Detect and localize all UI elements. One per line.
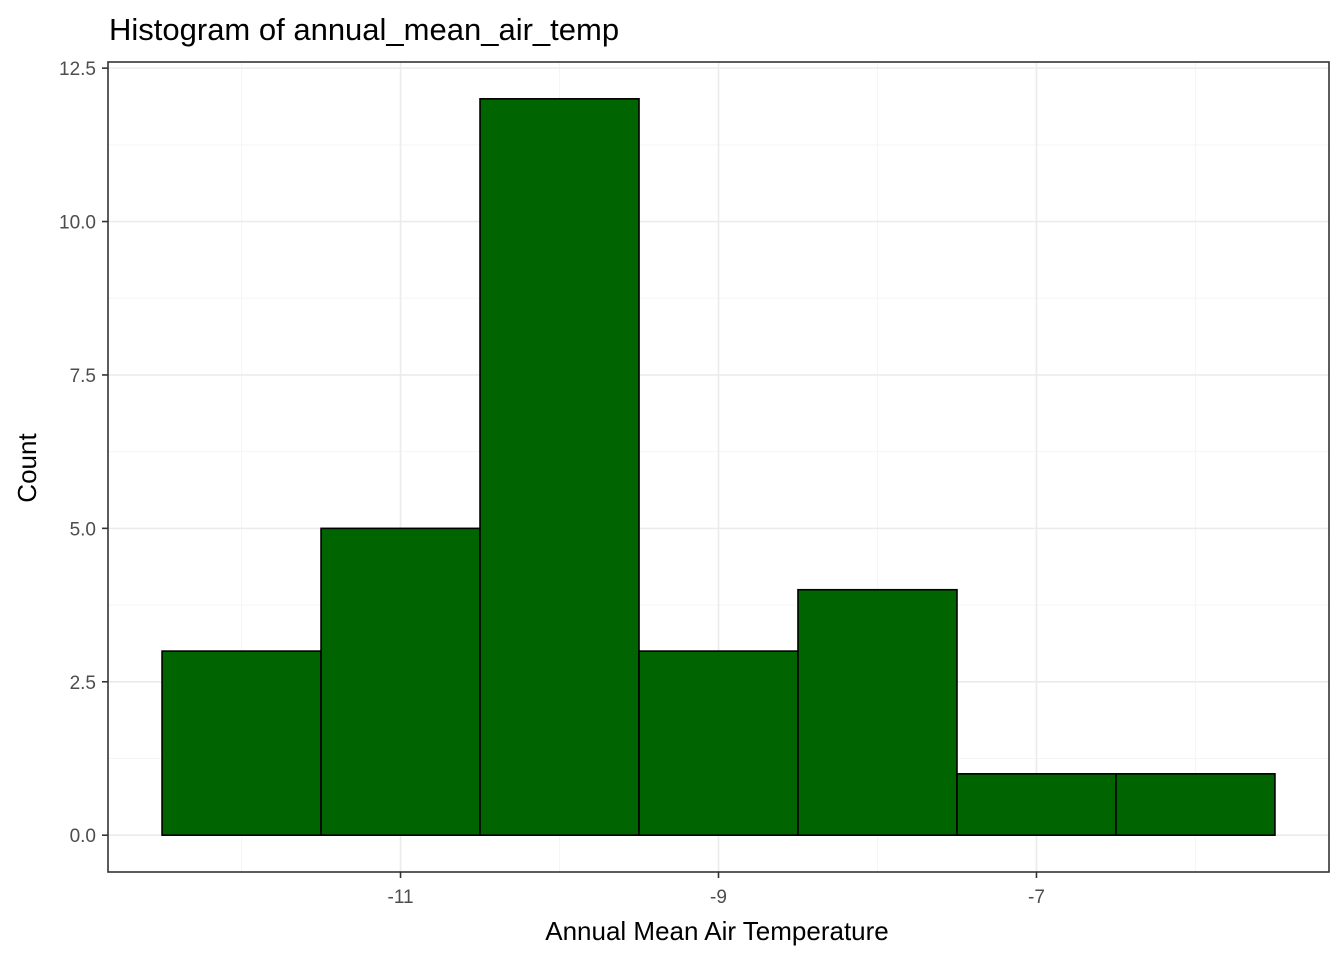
histogram-bar-6 <box>956 773 1117 836</box>
histogram-bar-3 <box>479 98 640 836</box>
y-tick-label: 5.0 <box>70 519 96 540</box>
histogram-bars <box>161 98 1276 836</box>
chart-title: Histogram of annual_mean_air_temp <box>109 12 619 47</box>
axes: 0.0 2.5 5.0 7.5 10.0 12.5 -11 -9 -7 <box>59 59 1330 908</box>
x-tick-label: -7 <box>1028 887 1045 908</box>
histogram-bar-1 <box>161 650 322 836</box>
x-tick-label: -11 <box>388 887 414 908</box>
histogram-bar-7 <box>1115 773 1276 836</box>
y-tick-label: 12.5 <box>59 59 96 80</box>
histogram-bar-4 <box>638 650 799 836</box>
y-tick-label: 2.5 <box>70 673 96 694</box>
histogram-bar-2 <box>320 527 481 836</box>
x-axis-title: Annual Mean Air Temperature <box>545 916 889 946</box>
y-tick-label: 0.0 <box>70 826 96 847</box>
histogram-bar-5 <box>797 588 958 836</box>
y-tick-label: 7.5 <box>70 366 96 387</box>
y-tick-label: 10.0 <box>59 213 96 234</box>
y-axis-title: Count <box>12 433 42 503</box>
x-tick-label: -9 <box>710 887 727 908</box>
